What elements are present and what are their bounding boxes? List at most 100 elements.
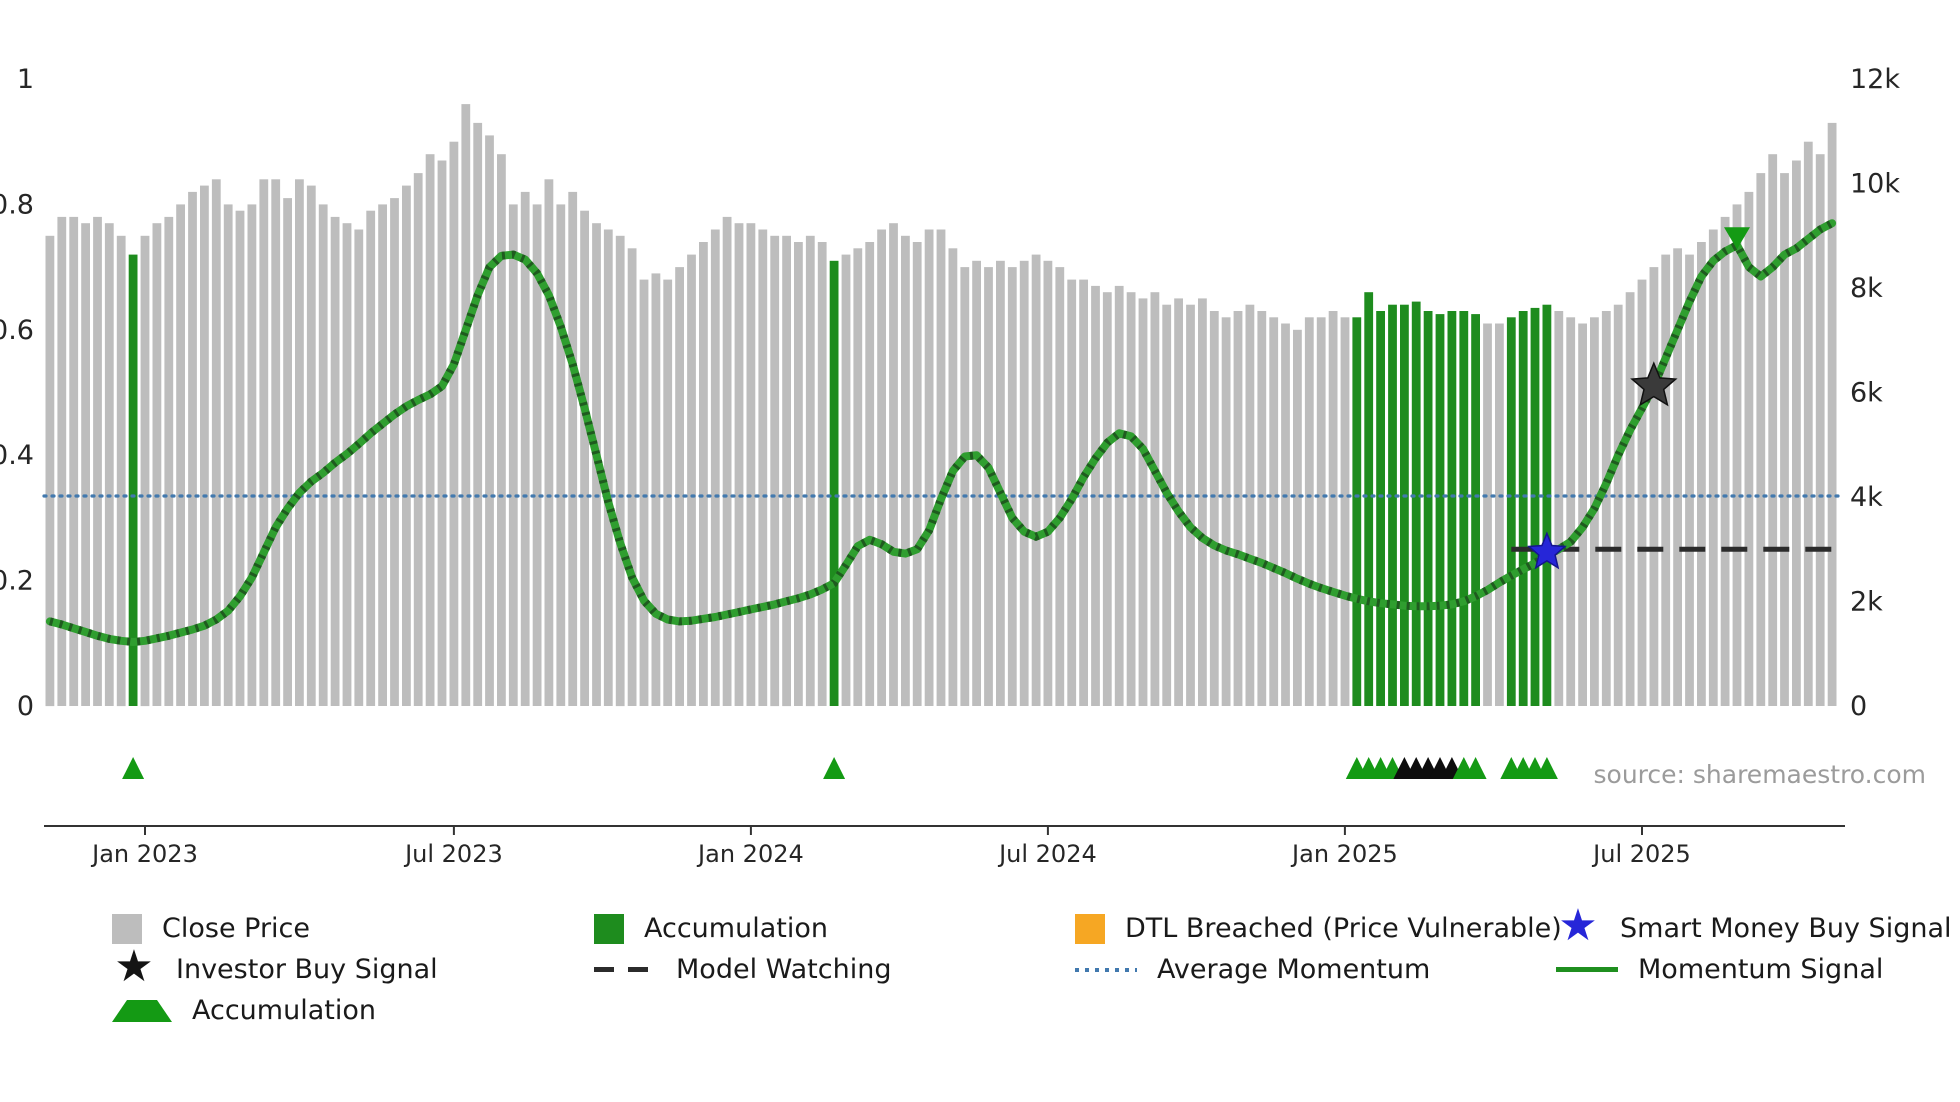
source-credit: source: sharemaestro.com: [1593, 760, 1927, 789]
dtl-breached-swatch: [1075, 913, 1105, 944]
left-axis-tick-label: 0.6: [0, 315, 34, 346]
accumulation-bar: [1471, 314, 1480, 706]
smart-money-buy-signal-star: [1527, 531, 1567, 570]
close-price-bar: [1803, 141, 1813, 706]
close-price-bar: [235, 210, 245, 706]
close-price-bar: [1815, 154, 1825, 706]
accumulation-triangle-marker: [823, 757, 846, 779]
x-axis-tick-label: Jan 2024: [696, 840, 804, 868]
close-price-bar: [556, 204, 566, 706]
close-price-bar: [1019, 260, 1029, 706]
accumulation-triangle-icon: [112, 999, 172, 1022]
accumulation-bar: [1376, 311, 1385, 706]
momentum-signal-line: [45, 219, 1837, 646]
accumulation-bar: [1411, 301, 1421, 706]
close-price-bar: [901, 235, 910, 707]
close-price-bar: [841, 254, 851, 706]
close-price-bar: [497, 154, 506, 706]
close-price-bar: [116, 235, 126, 707]
left-axis-tick-label: 0.2: [0, 566, 34, 597]
close-price-bar: [770, 235, 780, 707]
legend-label: Smart Money Buy Signal: [1620, 913, 1952, 944]
close-price-bar: [1637, 279, 1647, 706]
close-price-bar: [104, 223, 114, 706]
accumulation-bar: [1352, 317, 1362, 706]
close-price-bar: [1673, 248, 1682, 707]
close-price-bar: [568, 191, 578, 706]
left-axis-tick-label: 0: [17, 691, 34, 722]
legend-item-momentum-signal: Momentum Signal: [1556, 949, 1952, 990]
right-axis-tick-label: 6k: [1850, 378, 1883, 409]
close-price-bar: [283, 198, 292, 706]
accumulation-bar: [1459, 311, 1469, 706]
close-price-bar: [663, 279, 673, 706]
accumulation-bar: [1506, 317, 1516, 706]
investor-buy-signal-star: [1630, 361, 1678, 407]
left-axis-tick-label: 0.8: [0, 189, 34, 220]
close-price-bar: [508, 204, 518, 706]
close-price-bar: [306, 185, 316, 707]
close-price-bar: [1792, 160, 1801, 706]
x-axis-tick-label: Jul 2023: [403, 840, 503, 868]
close-price-bar: [1340, 317, 1350, 706]
close-price-bar: [889, 223, 898, 706]
close-price-bar: [1304, 317, 1314, 706]
investor-buy-signal-star-icon: ★: [114, 940, 154, 992]
legend-item-investor-buy-signal: ★ Investor Buy Signal: [112, 940, 594, 992]
close-price-bar: [1233, 311, 1243, 706]
chart-svg: 0 0.2 0.4 0.6 0.8 1 0 2k 4k 6k 8k 10k 12k Jan 2023 Jul…: [0, 64, 1900, 868]
accumulation-bar: [1388, 304, 1397, 706]
accumulation-bar: [1542, 304, 1552, 706]
close-price-bar: [1649, 267, 1659, 706]
close-price-bar: [936, 229, 946, 706]
close-price-bar: [1126, 292, 1136, 706]
x-axis-tick-label: Jan 2023: [90, 840, 198, 868]
legend-item-dtl-breached: DTL Breached (Price Vulnerable): [1075, 908, 1562, 949]
x-axis-tick-label: Jul 2024: [997, 840, 1097, 868]
close-price-bar: [651, 273, 661, 706]
close-price-bar: [342, 223, 352, 706]
close-price-bar: [1209, 311, 1219, 706]
close-price-bar: [782, 235, 791, 707]
close-price-bar: [1162, 304, 1172, 706]
close-price-swatch: [112, 913, 142, 944]
close-price-bar: [1174, 298, 1183, 706]
close-price-bar: [271, 179, 281, 707]
accumulation-bar: [128, 254, 138, 706]
close-price-bar: [1281, 323, 1290, 706]
close-price-bar: [1245, 304, 1255, 706]
close-price-bar: [1316, 317, 1326, 706]
smart-money-buy-signal-star-icon: ★: [1558, 899, 1598, 951]
accumulation-bar: [1518, 311, 1528, 706]
right-axis-tick-label: 10k: [1850, 169, 1900, 200]
accumulation-bar: [829, 260, 839, 706]
close-price-bar: [354, 229, 364, 706]
legend-label: Momentum Signal: [1638, 954, 1884, 985]
close-price-bar: [461, 104, 471, 707]
right-axis-tick-label: 4k: [1850, 482, 1883, 513]
accumulation-bar: [1447, 311, 1457, 706]
legend-item-smart-money-buy-signal: ★ Smart Money Buy Signal: [1556, 899, 1952, 951]
close-price-bar: [615, 235, 625, 707]
close-price-bar: [413, 173, 423, 707]
close-price-bar: [223, 204, 233, 706]
close-price-bar: [1625, 292, 1635, 706]
close-price-bar: [1697, 242, 1706, 706]
close-price-bar: [1554, 311, 1564, 706]
close-price-bar: [437, 160, 447, 706]
right-axis-tick-label: 12k: [1850, 64, 1900, 95]
accumulation-swatch: [594, 913, 624, 944]
close-price-bar: [960, 267, 970, 706]
close-price-bar: [544, 179, 554, 707]
legend-label: Accumulation: [644, 913, 828, 944]
accumulation-bar: [1435, 314, 1445, 706]
legend-label: DTL Breached (Price Vulnerable): [1125, 913, 1562, 944]
close-price-bar: [603, 229, 613, 706]
accumulation-triangle-marker: [1464, 757, 1487, 779]
close-price-bar: [746, 223, 756, 706]
legend-item-close-price: Close Price: [112, 908, 594, 949]
close-price-bar: [687, 254, 696, 706]
close-price-bar: [485, 135, 494, 706]
close-price-bar: [865, 242, 875, 706]
close-price-bar: [200, 185, 209, 707]
